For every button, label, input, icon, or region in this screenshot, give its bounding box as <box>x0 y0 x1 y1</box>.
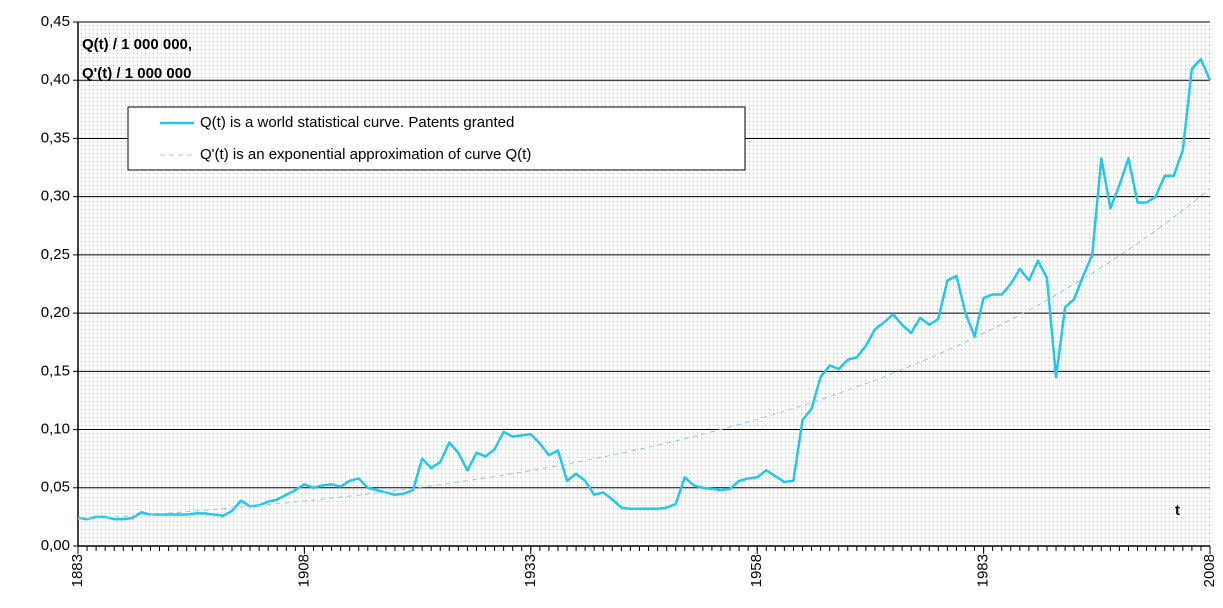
series-line <box>77 58 1212 521</box>
x-axis-title: t <box>1175 502 1180 519</box>
legend-label: Q'(t) is an exponential approximation of… <box>200 146 531 163</box>
legend-box <box>127 106 746 171</box>
x-tick-label: 2008 <box>1201 554 1218 587</box>
x-tick-label: 1883 <box>69 554 86 587</box>
series-line <box>77 188 1211 520</box>
y-tick-label: 0,30 <box>41 188 70 205</box>
y-tick-label: 0,05 <box>41 479 70 496</box>
y-tick-label: 0,15 <box>41 362 70 379</box>
x-tick-label: 1908 <box>295 554 312 587</box>
y-tick-label: 0,00 <box>41 537 70 554</box>
y-tick-label: 0,20 <box>41 304 70 321</box>
y-tick-label: 0,25 <box>41 246 70 263</box>
x-tick-label: 1958 <box>748 554 765 587</box>
y-tick-label: 0,10 <box>41 421 70 438</box>
y-axis-title: Q'(t) / 1 000 000 <box>82 65 191 82</box>
y-tick-label: 0,35 <box>41 129 70 146</box>
y-axis-title: Q(t) / 1 000 000, <box>82 36 192 53</box>
plot-area <box>78 22 1210 546</box>
x-tick-label: 1983 <box>975 554 992 587</box>
y-tick-label: 0,45 <box>41 13 70 30</box>
y-tick-label: 0,40 <box>41 71 70 88</box>
x-tick-label: 1933 <box>522 554 539 587</box>
legend-label: Q(t) is a world statistical curve. Paten… <box>200 114 514 131</box>
